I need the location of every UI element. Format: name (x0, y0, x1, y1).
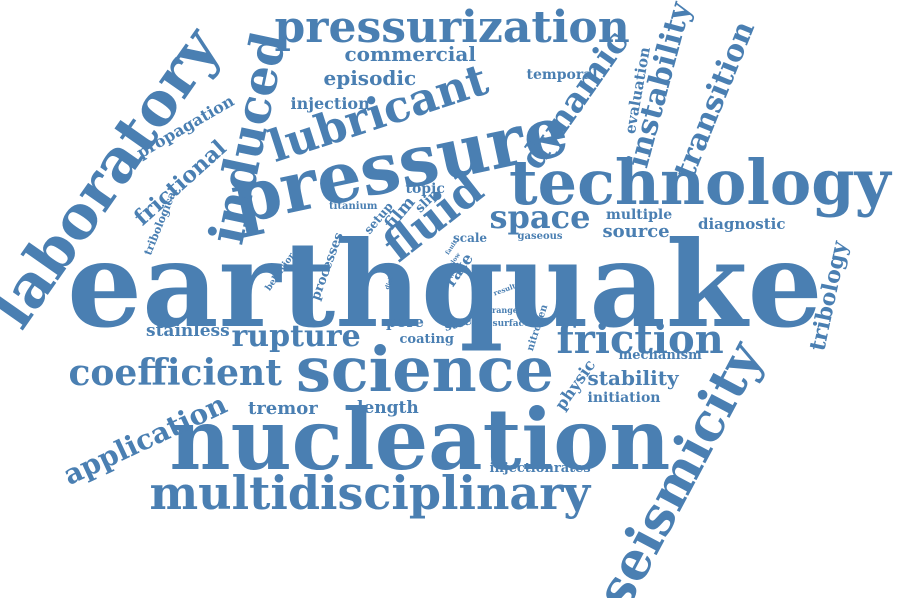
word-injection: injection (290, 94, 370, 113)
word-scale: scale (453, 231, 488, 245)
word-earthquake: earthquake (67, 215, 823, 354)
word-stability: stability (587, 366, 679, 390)
word-science: science (296, 333, 554, 406)
word-tremor: tremor (248, 398, 318, 419)
word-injectionrates: injectionrates (489, 460, 591, 476)
word-coating: coating (399, 331, 455, 347)
word-space: space (489, 198, 591, 236)
word-surface: surface (492, 318, 530, 329)
word-mechanism: mechanism (618, 347, 702, 363)
word-episodic: episodic (323, 66, 417, 90)
word-multiple: multiple (606, 207, 673, 223)
word-gaseous: gaseous (517, 231, 563, 242)
word-temporal: temporal (526, 67, 598, 83)
word-friction: friction (556, 316, 724, 363)
word-pressurization: pressurization (274, 2, 630, 53)
word-stainless: stainless (146, 320, 230, 341)
word-titanium: titanium (329, 201, 378, 212)
word-length: length (357, 397, 419, 418)
word-technology: technology (509, 146, 891, 219)
word-initiation: initiation (587, 390, 661, 406)
word-diagnostic: diagnostic (698, 214, 786, 233)
word-coefficient: coefficient (68, 352, 282, 394)
word-rupture: rupture (231, 319, 361, 354)
word-topic: topic (405, 181, 445, 197)
word-multidisciplinary: multidisciplinary (149, 466, 591, 520)
word-commercial: commercial (344, 42, 476, 66)
word-pore: pore (386, 312, 424, 331)
word-nucleation: nucleation (169, 390, 671, 489)
word-range: range (492, 305, 518, 315)
word-source: source (602, 221, 670, 242)
